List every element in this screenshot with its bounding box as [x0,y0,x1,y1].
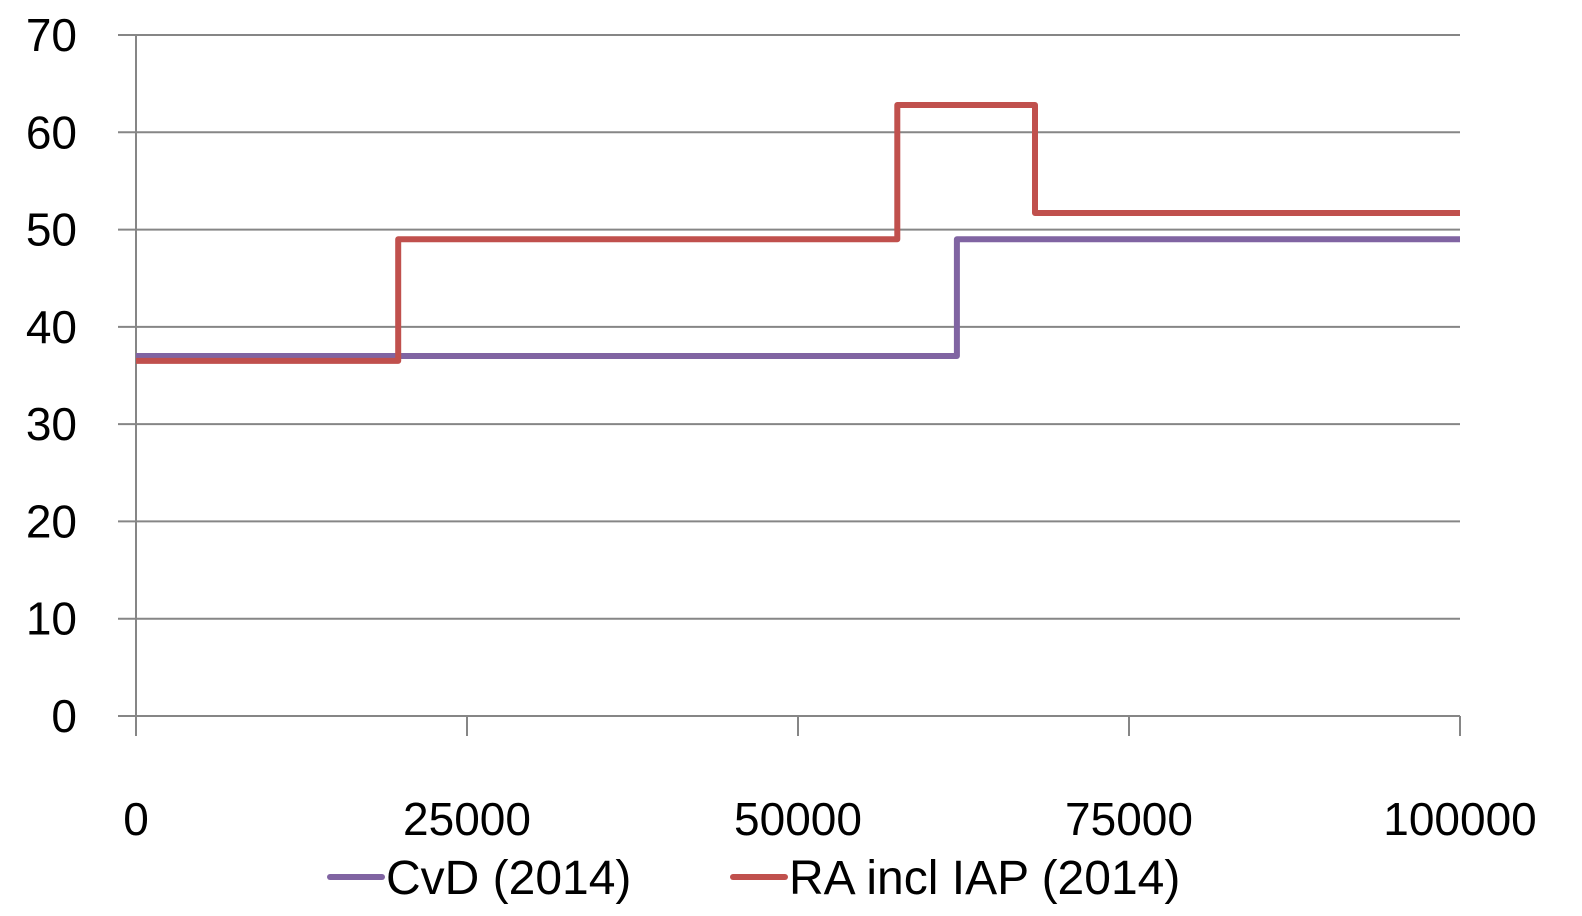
x-tick-label: 75000 [1065,793,1193,845]
x-tick-label: 50000 [734,793,862,845]
tick-labels: 0 10 20 30 40 50 60 70 0 25000 50000 75000 100000 [26,9,1537,845]
y-tick-label: 70 [26,9,77,61]
series-lines [136,102,1460,364]
y-tick-label: 20 [26,495,77,547]
series-line-1 [136,236,1460,359]
x-tick-label: 25000 [403,793,531,845]
x-tick-label: 0 [123,793,149,845]
y-tick-label: 50 [26,204,77,256]
y-tick-label: 30 [26,398,77,450]
legend-label-2: RA incl IAP (2014) [789,852,1180,905]
legend: CvD (2014) RA incl IAP (2014) [327,852,1180,905]
y-tick-label: 40 [26,301,77,353]
y-tick-label: 10 [26,593,77,645]
axes [118,34,1461,736]
x-tick-label: 100000 [1383,793,1537,845]
y-tick-label: 0 [51,690,77,742]
gridlines [136,34,1460,620]
y-tick-label: 60 [26,106,77,158]
series-line-2 [136,102,1460,364]
legend-label-1: CvD (2014) [386,852,631,905]
